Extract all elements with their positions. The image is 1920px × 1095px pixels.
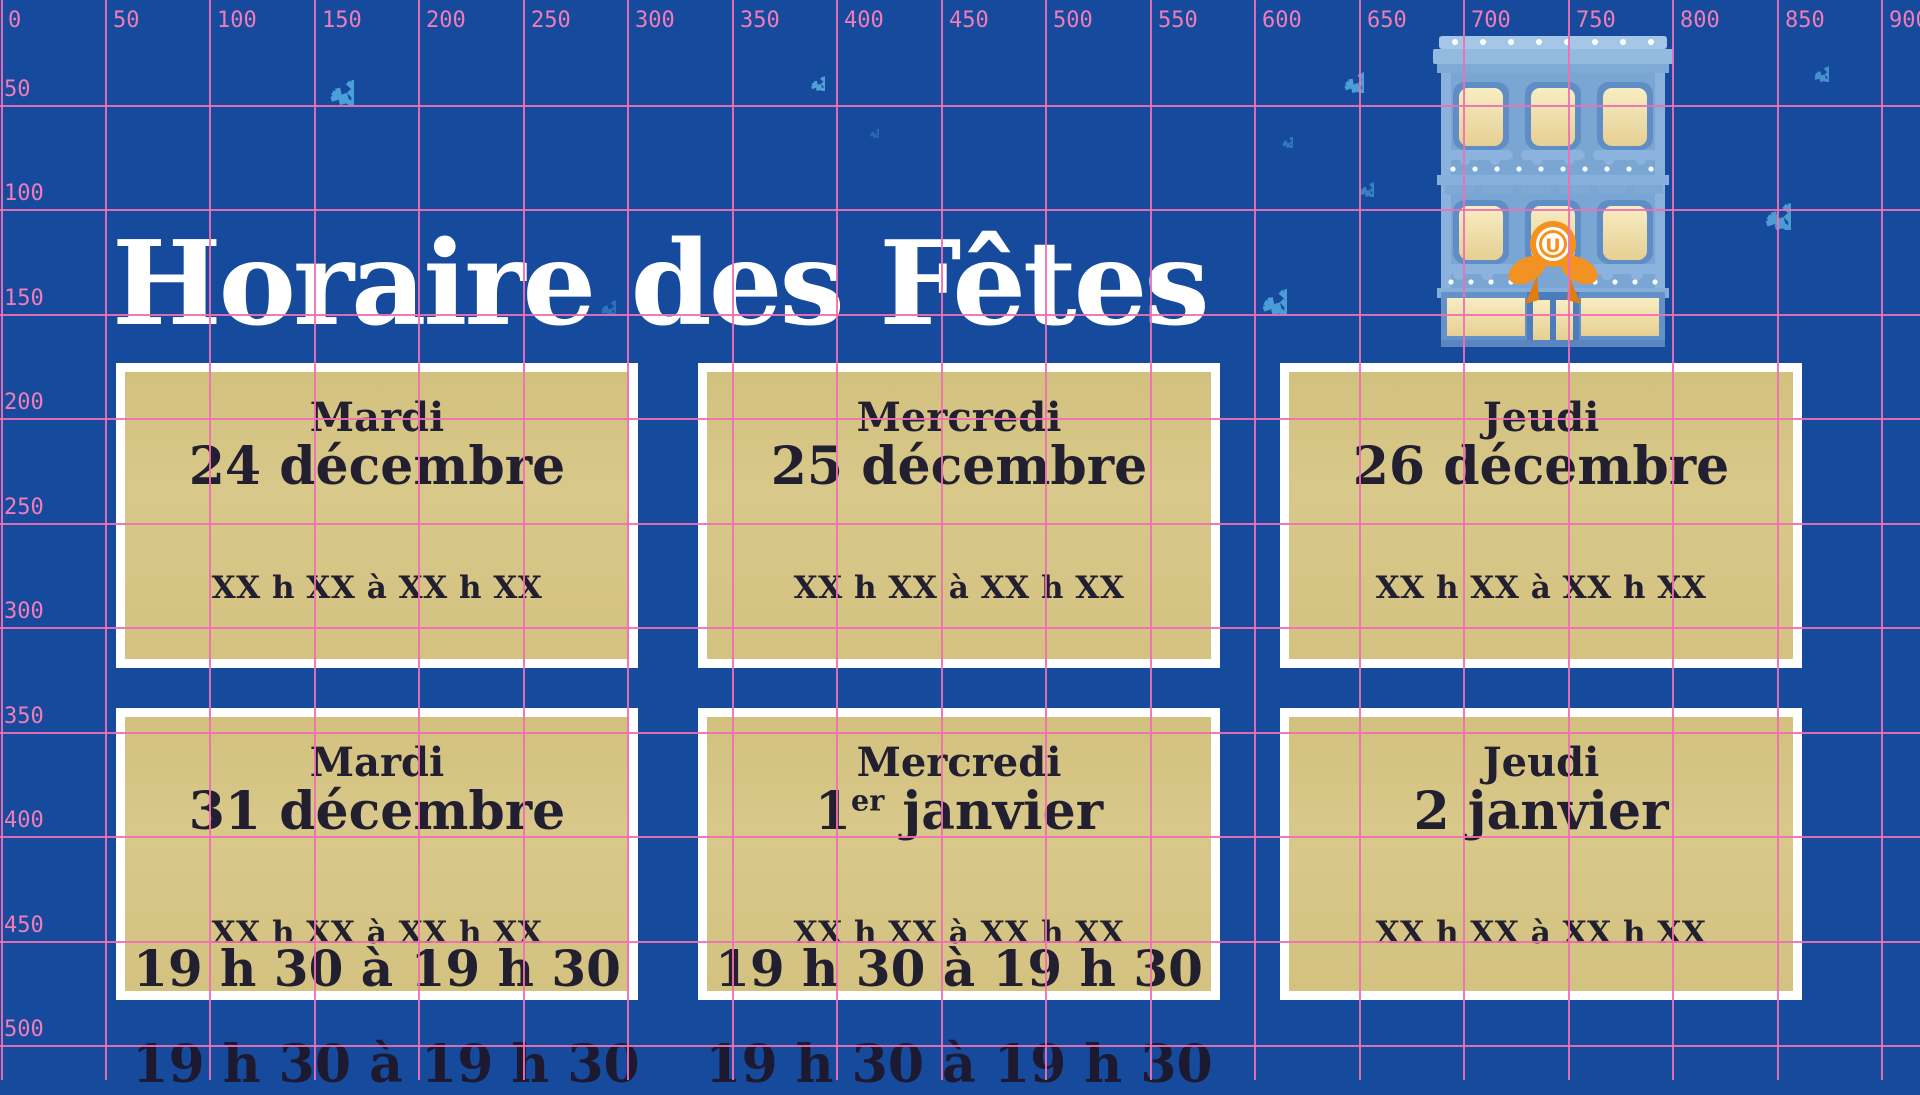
hours-card-dec26: Jeudi 26 décembre XX h XX à XX h XX [1280,363,1802,668]
card-hours-placeholder[interactable]: XX h XX à XX h XX [793,570,1125,606]
card-date-label: 2 janvier [1413,781,1669,842]
page-title: Horaire des Fêtes [112,215,1210,352]
hours-card-jan2: Jeudi 2 janvier XX h XX à XX h XX [1280,708,1802,1000]
stray-hours-text[interactable]: 19 h 30 à 19 h 30 [705,1034,1213,1095]
store-building-illustration: U [1433,36,1673,347]
card-day-label: Mercredi [856,739,1062,786]
hours-card-dec24: Mardi 24 décembre XX h XX à XX h XX [116,363,638,668]
card-date-label: 25 décembre [770,436,1148,497]
snowflake-icon [1729,168,1791,230]
snowflake-icon [296,47,354,105]
card-hours-placeholder[interactable]: XX h XX à XX h XX [1375,915,1707,951]
snowflake-icon [1793,46,1829,82]
snowflake-icon [791,57,825,91]
hours-card-dec31: Mardi 31 décembre XX h XX à XX h XX 19 h… [116,708,638,1000]
snowflake-icon [1267,122,1293,148]
card-hours-placeholder[interactable]: XX h XX à XX h XX [1375,570,1707,606]
logo-letter: U [1545,235,1560,257]
card-day-label: Mercredi [856,394,1062,441]
card-hours-placeholder[interactable]: XX h XX à XX h XX [211,915,543,951]
card-day-label: Mardi [309,739,445,786]
card-hours-edited-text[interactable]: 19 h 30 à 19 h 30 [133,939,621,998]
card-hours-placeholder[interactable]: XX h XX à XX h XX [793,915,1125,951]
snowflake-icon [1316,45,1364,93]
hours-card-jan1: Mercredi 1er janvier XX h XX à XX h XX 1… [698,708,1220,1000]
card-date-label: 26 décembre [1352,436,1730,497]
card-hours-placeholder[interactable]: XX h XX à XX h XX [211,570,543,606]
snowflake-icon [1227,255,1287,315]
snowflake-icon [1340,163,1374,197]
stray-hours-text[interactable]: 19 h 30 à 19 h 30 [132,1034,640,1095]
card-hours-edited-text[interactable]: 19 h 30 à 19 h 30 [715,939,1203,998]
card-day-label: Jeudi [1482,739,1600,786]
card-date-label: 24 décembre [188,436,566,497]
card-day-label: Mardi [309,394,445,441]
card-date-label: 1er janvier [814,781,1104,842]
card-day-label: Jeudi [1482,394,1600,441]
card-date-label: 31 décembre [188,781,566,842]
snowflake-icon [857,116,879,138]
hours-card-dec25: Mercredi 25 décembre XX h XX à XX h XX [698,363,1220,668]
